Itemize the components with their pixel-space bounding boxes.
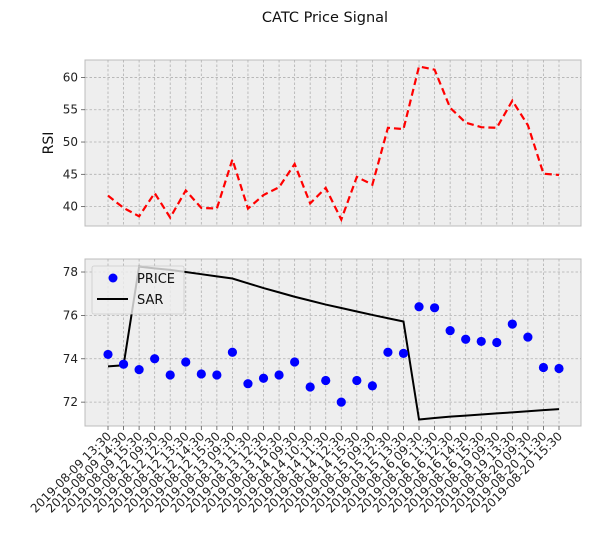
price-point <box>538 362 549 373</box>
rsi-axes: 40 45 50 55 60 RSI <box>41 59 582 227</box>
ax1-y-tick-label: 55 <box>63 103 78 117</box>
ax1-y-tick-label: 50 <box>63 135 78 149</box>
price-point <box>258 373 269 383</box>
ax2-y-tick-label: 72 <box>63 395 78 409</box>
rsi-series <box>107 65 560 223</box>
price-point <box>134 365 144 375</box>
price-point <box>274 370 284 380</box>
ax1-y-tick-label: 40 <box>63 200 78 214</box>
ax1-y-tick-label: 45 <box>63 167 78 181</box>
price-point <box>352 375 362 386</box>
price-point <box>429 303 440 313</box>
price-point <box>290 357 300 367</box>
price-point <box>476 336 486 347</box>
rsi-y-ticks: 40 45 50 55 60 <box>63 70 85 214</box>
price-point <box>305 382 315 392</box>
price-point <box>414 302 424 312</box>
price-point <box>383 347 393 357</box>
rsi-grid <box>85 60 581 226</box>
price-point <box>398 348 409 358</box>
price-point <box>103 349 113 360</box>
ax2-y-tick-label: 76 <box>63 308 78 322</box>
price-point <box>461 334 471 344</box>
price-point <box>507 319 517 329</box>
price-point <box>212 370 222 380</box>
price-point <box>554 363 564 374</box>
legend: PRICE SAR <box>91 265 185 315</box>
ax2-y-tick-label: 74 <box>63 352 78 366</box>
legend-price-label: PRICE <box>137 272 175 287</box>
price-point <box>165 370 175 380</box>
price-point <box>492 337 502 348</box>
price-point <box>523 332 533 342</box>
rsi-line <box>107 65 560 223</box>
price-point <box>227 347 238 357</box>
figure-title: CATC Price Signal <box>262 10 388 26</box>
price-point <box>118 359 129 369</box>
ax2-y-tick-label: 78 <box>63 265 78 279</box>
price-point <box>181 357 191 367</box>
ax1-y-tick-label: 60 <box>63 70 78 84</box>
legend-sar-label: SAR <box>137 293 163 308</box>
legend-price-marker <box>108 273 118 283</box>
price-point <box>367 381 377 391</box>
price-y-ticks: 72 74 76 78 <box>63 265 85 409</box>
price-point <box>336 397 346 407</box>
price-point <box>321 375 331 386</box>
rsi-plot-area <box>84 59 582 227</box>
price-point <box>243 379 253 389</box>
price-point <box>445 325 455 336</box>
price-point <box>196 369 206 379</box>
rsi-y-axis-label: RSI <box>41 132 57 155</box>
price-point <box>150 354 160 364</box>
